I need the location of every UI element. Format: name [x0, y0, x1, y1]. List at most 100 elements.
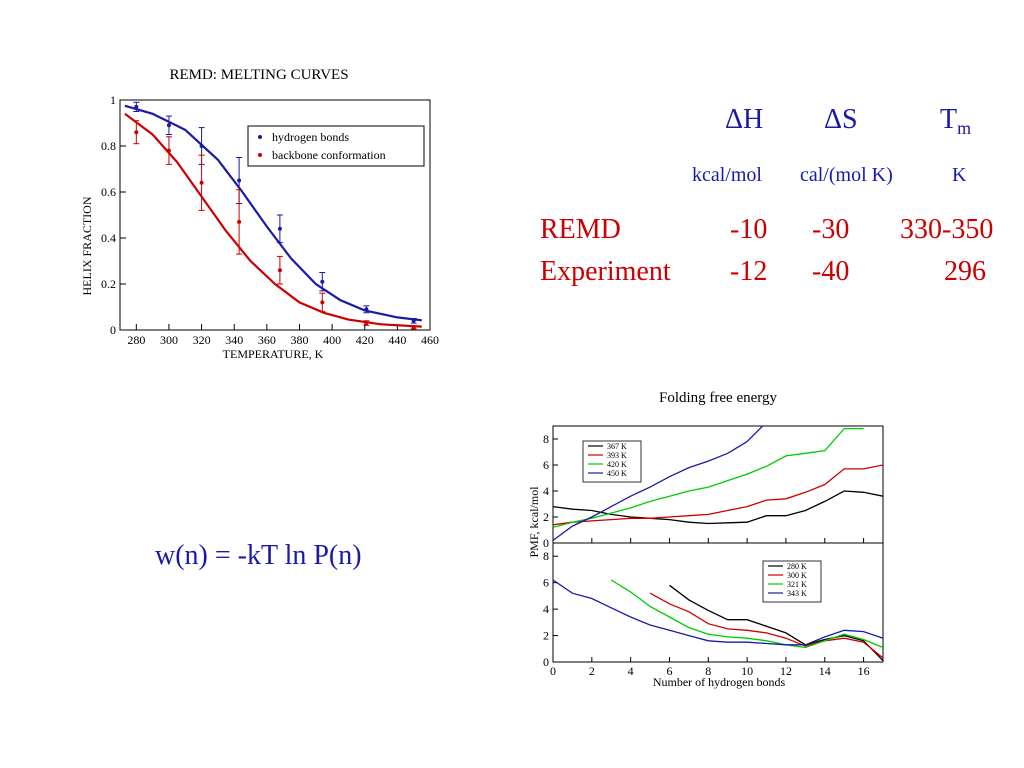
row-label-remd: REMD — [540, 214, 621, 245]
y-tick-label: 1 — [110, 93, 116, 107]
experiment-delta-s: -40 — [812, 256, 850, 287]
data-point — [199, 144, 204, 148]
y-tick-label: 8 — [543, 549, 549, 563]
y-tick-label: 8 — [543, 432, 549, 446]
x-tick-label: 320 — [193, 333, 211, 347]
legend-label: 367 K — [607, 442, 627, 451]
pmf-formula: w(n) = -kT ln P(n) — [155, 540, 362, 571]
y-tick-label: 0.4 — [101, 231, 116, 245]
chart-title: Folding free energy — [659, 390, 778, 406]
data-point — [199, 180, 204, 185]
series-line-300k — [649, 592, 883, 659]
series-line-343k — [553, 579, 883, 646]
x-tick-label: 12 — [780, 664, 792, 678]
unit-kcal-mol: kcal/mol — [692, 164, 762, 186]
remd-tm: 330-350 — [900, 214, 994, 245]
legend-marker-backbone — [258, 153, 262, 157]
legend-box — [762, 560, 822, 603]
x-tick-label: 380 — [290, 333, 308, 347]
panel-frame — [552, 542, 884, 663]
series-line-450k — [553, 426, 764, 541]
y-tick-label: 4 — [543, 602, 549, 616]
x-tick-label: 340 — [225, 333, 243, 347]
y-tick-label: 0.8 — [101, 139, 116, 153]
x-tick-label: 6 — [666, 664, 672, 678]
x-tick-label: 0 — [550, 664, 556, 678]
y-tick-label: 0 — [543, 536, 549, 550]
x-tick-label: 16 — [858, 664, 870, 678]
x-tick-label: 10 — [741, 664, 753, 678]
y-tick-label: 6 — [543, 576, 549, 590]
data-point — [166, 148, 171, 153]
legend-label: 450 K — [607, 469, 627, 478]
series-line-280k — [669, 584, 883, 662]
legend-label: 300 K — [787, 571, 807, 580]
legend-label: 321 K — [787, 580, 807, 589]
unit-cal-mol-k: cal/(mol K) — [800, 164, 893, 186]
legend-label-hydrogen-bonds: hydrogen bonds — [272, 130, 349, 144]
legend-label: 393 K — [607, 451, 627, 460]
data-point — [134, 104, 139, 109]
x-tick-label: 14 — [819, 664, 831, 678]
row-label-experiment: Experiment — [540, 256, 671, 287]
series-line-321k — [610, 579, 883, 649]
delta-s-header: ΔS — [824, 104, 858, 135]
data-point — [166, 123, 171, 128]
legend-label: 420 K — [607, 460, 627, 469]
x-tick-label: 420 — [356, 333, 374, 347]
data-point — [411, 318, 416, 323]
y-tick-label: 2 — [543, 510, 549, 524]
x-tick-label: 300 — [160, 333, 178, 347]
tm-subscript: m — [957, 118, 972, 138]
series-line-367k — [553, 490, 883, 525]
data-point — [237, 178, 242, 183]
y-tick-label: 0.6 — [101, 185, 116, 199]
plot-frame — [119, 99, 431, 331]
unit-k: K — [952, 164, 967, 186]
y-tick-label: 0 — [110, 323, 116, 337]
data-point — [364, 321, 369, 326]
y-tick-label: 2 — [543, 629, 549, 643]
experiment-tm: 296 — [944, 256, 986, 287]
legend-label: 280 K — [787, 562, 807, 571]
data-point — [364, 307, 369, 312]
x-tick-label: 440 — [388, 333, 406, 347]
y-tick-label: 4 — [543, 484, 549, 498]
y-axis-label: PMF, kcal/mol — [527, 486, 541, 558]
x-tick-label: 2 — [589, 664, 595, 678]
x-axis-label: Number of hydrogen bonds — [653, 675, 786, 689]
x-tick-label: 8 — [705, 664, 711, 678]
data-point — [411, 325, 416, 330]
fit-curve-backbone — [124, 112, 422, 328]
data-point — [277, 226, 282, 231]
experiment-delta-h: -12 — [730, 256, 768, 287]
delta-h-header: ΔH — [725, 104, 764, 135]
x-tick-label: 280 — [127, 333, 145, 347]
legend-marker-hydrogen-bonds — [258, 135, 262, 139]
x-tick-label: 460 — [421, 333, 439, 347]
chart-title: REMD: MELTING CURVES — [169, 67, 348, 83]
tm-header: Tm — [940, 104, 972, 138]
legend-label-backbone: backbone conformation — [272, 148, 386, 162]
x-axis-label: TEMPERATURE, K — [223, 347, 324, 361]
y-tick-label: 6 — [543, 458, 549, 472]
legend: hydrogen bonds backbone conformation — [247, 125, 425, 167]
x-tick-label: 360 — [258, 333, 276, 347]
data-point — [320, 279, 325, 284]
series-line-393k — [553, 464, 883, 526]
y-axis-label: HELIX FRACTION — [80, 196, 94, 295]
x-tick-label: 400 — [323, 333, 341, 347]
data-point — [237, 219, 242, 224]
y-tick-label: 0.2 — [101, 277, 116, 291]
remd-delta-h: -10 — [730, 214, 768, 245]
remd-delta-s: -30 — [812, 214, 850, 245]
x-tick-label: 4 — [628, 664, 634, 678]
series-line-420k — [553, 427, 864, 529]
y-tick-label: 0 — [543, 655, 549, 669]
data-point — [320, 300, 325, 305]
data-point — [134, 130, 139, 135]
legend-label: 343 K — [787, 589, 807, 598]
legend-box — [582, 440, 642, 483]
data-point — [277, 268, 282, 273]
